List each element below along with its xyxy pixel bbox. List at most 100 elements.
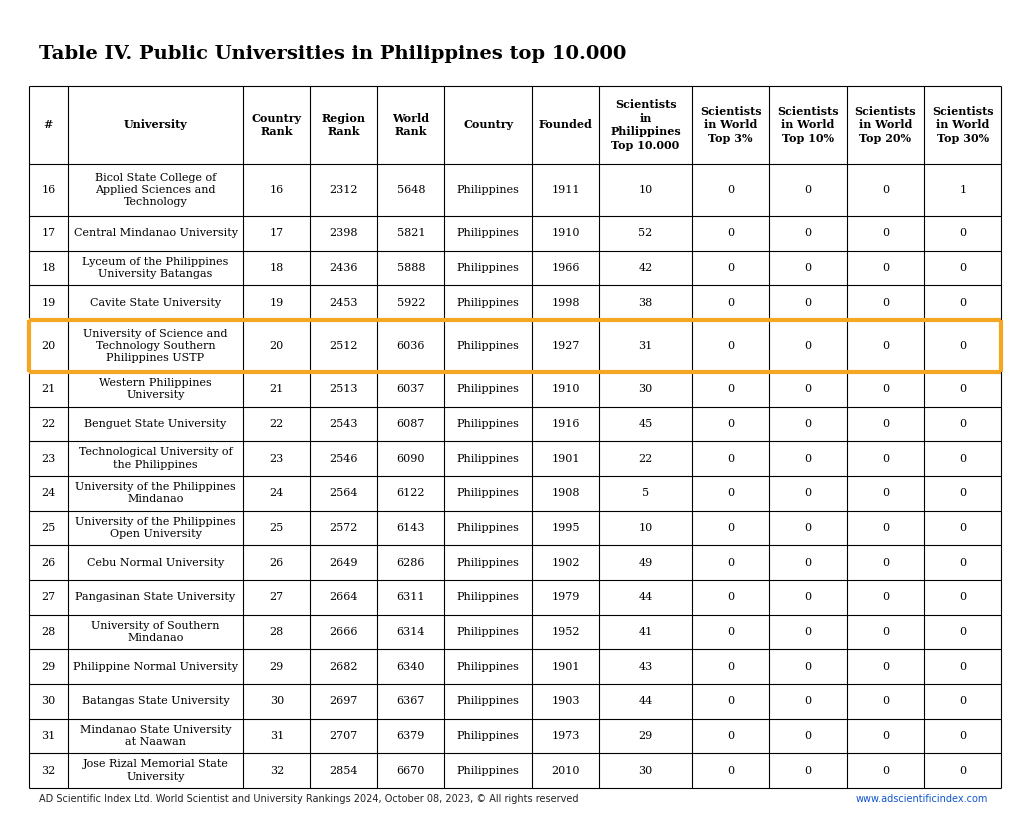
Text: 45: 45 — [638, 419, 652, 429]
Text: 0: 0 — [959, 488, 967, 498]
Text: 22: 22 — [41, 419, 55, 429]
Text: 0: 0 — [882, 454, 889, 464]
Text: 17: 17 — [269, 229, 284, 238]
Text: 30: 30 — [41, 696, 55, 706]
Text: 0: 0 — [959, 558, 967, 568]
Text: Philippines: Philippines — [457, 384, 520, 394]
Text: 44: 44 — [638, 696, 652, 706]
Text: Mindanao State University
at Naawan: Mindanao State University at Naawan — [80, 725, 231, 747]
Text: Scientists
in World
Top 30%: Scientists in World Top 30% — [932, 106, 993, 144]
Text: 5922: 5922 — [396, 297, 425, 308]
Text: 17: 17 — [41, 229, 55, 238]
Text: 2312: 2312 — [330, 185, 358, 195]
Text: 2854: 2854 — [330, 766, 358, 776]
Text: 1901: 1901 — [551, 662, 580, 672]
Text: 1966: 1966 — [551, 263, 580, 273]
Text: 5: 5 — [642, 488, 649, 498]
Text: 0: 0 — [882, 558, 889, 568]
Text: 2697: 2697 — [330, 696, 358, 706]
Text: Philippine Normal University: Philippine Normal University — [73, 662, 238, 672]
Text: 1916: 1916 — [551, 419, 580, 429]
Text: University of the Philippines
Open University: University of the Philippines Open Unive… — [75, 517, 236, 539]
Text: Philippines: Philippines — [457, 488, 520, 498]
Text: 0: 0 — [882, 731, 889, 741]
Text: 0: 0 — [727, 419, 734, 429]
Text: 0: 0 — [805, 766, 812, 776]
Text: Jose Rizal Memorial State
University: Jose Rizal Memorial State University — [83, 759, 228, 782]
Text: 1979: 1979 — [552, 592, 580, 602]
Text: 0: 0 — [882, 696, 889, 706]
Text: 0: 0 — [959, 696, 967, 706]
Text: Philippines: Philippines — [457, 297, 520, 308]
Text: 2707: 2707 — [330, 731, 358, 741]
Text: Region
Rank: Region Rank — [322, 113, 366, 138]
Text: 30: 30 — [638, 384, 652, 394]
Text: 0: 0 — [727, 766, 734, 776]
Text: 16: 16 — [41, 185, 55, 195]
Text: 1910: 1910 — [551, 384, 580, 394]
Text: 0: 0 — [727, 488, 734, 498]
Text: 2010: 2010 — [551, 766, 580, 776]
Text: 0: 0 — [959, 297, 967, 308]
Text: Central Mindanao University: Central Mindanao University — [74, 229, 238, 238]
Text: 18: 18 — [41, 263, 55, 273]
Text: 6670: 6670 — [396, 766, 425, 776]
Text: 2513: 2513 — [330, 384, 358, 394]
Text: 0: 0 — [959, 766, 967, 776]
Text: 21: 21 — [41, 384, 55, 394]
Text: Philippines: Philippines — [457, 341, 520, 351]
Text: 0: 0 — [882, 229, 889, 238]
Text: 29: 29 — [41, 662, 55, 672]
Text: 6036: 6036 — [396, 341, 425, 351]
Text: 5821: 5821 — [396, 229, 425, 238]
Text: 29: 29 — [638, 731, 652, 741]
Text: 41: 41 — [638, 627, 652, 637]
Text: 0: 0 — [727, 592, 734, 602]
Text: 22: 22 — [638, 454, 652, 464]
Text: 0: 0 — [882, 592, 889, 602]
Text: 26: 26 — [41, 558, 55, 568]
Text: 0: 0 — [882, 627, 889, 637]
Text: 43: 43 — [638, 662, 652, 672]
Text: 1952: 1952 — [551, 627, 580, 637]
Text: 16: 16 — [269, 185, 284, 195]
Text: 6143: 6143 — [396, 523, 425, 533]
Text: Philippines: Philippines — [457, 662, 520, 672]
Text: Cebu Normal University: Cebu Normal University — [87, 558, 224, 568]
Text: 25: 25 — [41, 523, 55, 533]
Text: Philippines: Philippines — [457, 523, 520, 533]
Text: 0: 0 — [959, 523, 967, 533]
Text: Philippines: Philippines — [457, 229, 520, 238]
Text: 25: 25 — [269, 523, 284, 533]
Text: 0: 0 — [727, 731, 734, 741]
Text: Philippines: Philippines — [457, 627, 520, 637]
Text: 20: 20 — [41, 341, 55, 351]
Text: 2543: 2543 — [330, 419, 358, 429]
Text: Table IV. Public Universities in Philippines top 10.000: Table IV. Public Universities in Philipp… — [39, 45, 627, 63]
Text: 0: 0 — [959, 229, 967, 238]
Text: 0: 0 — [882, 384, 889, 394]
Text: 2398: 2398 — [330, 229, 358, 238]
Text: 49: 49 — [638, 558, 652, 568]
Text: 2512: 2512 — [330, 341, 358, 351]
Text: Scientists
in
Philippines
Top 10.000: Scientists in Philippines Top 10.000 — [610, 99, 681, 151]
Text: University: University — [124, 120, 187, 130]
Text: 30: 30 — [269, 696, 284, 706]
Text: 0: 0 — [805, 297, 812, 308]
Text: 1927: 1927 — [552, 341, 580, 351]
Text: 0: 0 — [882, 263, 889, 273]
Text: 19: 19 — [41, 297, 55, 308]
Text: #: # — [44, 120, 53, 130]
Text: 0: 0 — [882, 185, 889, 195]
Text: 0: 0 — [805, 731, 812, 741]
Text: 27: 27 — [269, 592, 284, 602]
Text: 0: 0 — [805, 185, 812, 195]
Text: 1973: 1973 — [552, 731, 580, 741]
Text: 0: 0 — [727, 696, 734, 706]
Text: 1903: 1903 — [551, 696, 580, 706]
Text: 0: 0 — [805, 419, 812, 429]
Text: 2546: 2546 — [330, 454, 358, 464]
Text: www.adscientificindex.com: www.adscientificindex.com — [856, 794, 988, 804]
Text: 0: 0 — [882, 488, 889, 498]
Text: 6314: 6314 — [396, 627, 425, 637]
